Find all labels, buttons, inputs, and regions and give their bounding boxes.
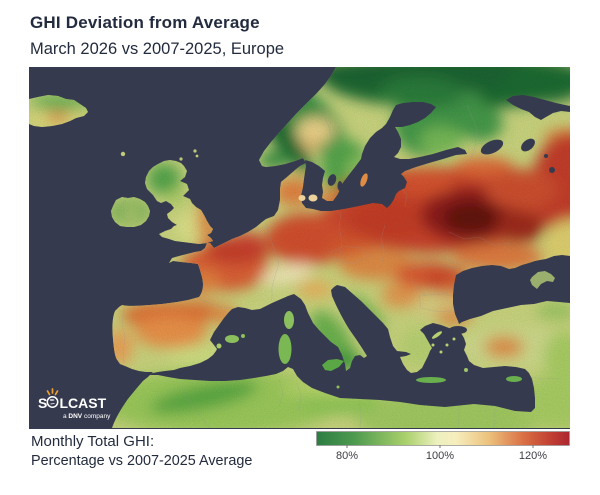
svg-text:100%: 100% (426, 450, 454, 462)
svg-text:S: S (38, 395, 47, 411)
svg-text:120%: 120% (519, 450, 547, 462)
svg-text:80%: 80% (336, 450, 358, 462)
svg-text:LCAST: LCAST (60, 395, 107, 411)
svg-text:a DNV company: a DNV company (63, 413, 111, 420)
